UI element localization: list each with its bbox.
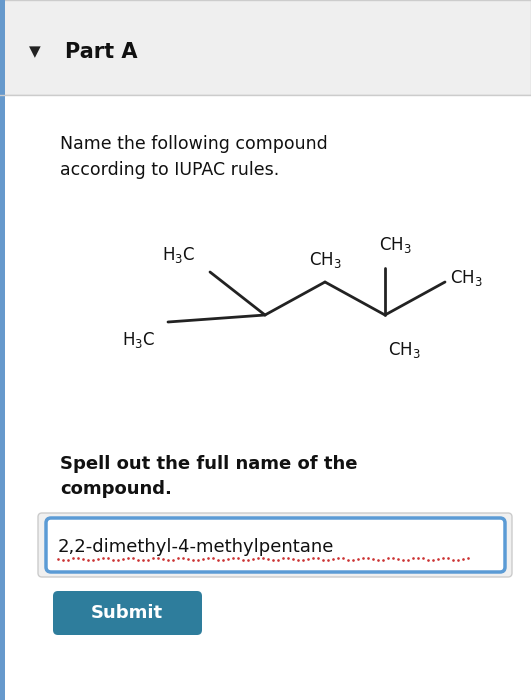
Text: 2,2-dimethyl-4-methylpentane: 2,2-dimethyl-4-methylpentane [58, 538, 335, 556]
Text: Spell out the full name of the
compound.: Spell out the full name of the compound. [60, 455, 357, 498]
Text: Name the following compound
according to IUPAC rules.: Name the following compound according to… [60, 135, 328, 179]
Text: Part A: Part A [65, 42, 138, 62]
Text: ▼: ▼ [29, 45, 41, 60]
Text: CH$_3$: CH$_3$ [388, 340, 421, 360]
FancyBboxPatch shape [38, 513, 512, 577]
FancyBboxPatch shape [53, 591, 202, 635]
FancyBboxPatch shape [46, 518, 505, 572]
Text: CH$_3$: CH$_3$ [450, 268, 483, 288]
Text: H$_3$C: H$_3$C [162, 245, 195, 265]
Text: Submit: Submit [91, 604, 163, 622]
Text: CH$_3$: CH$_3$ [379, 235, 412, 255]
Text: H$_3$C: H$_3$C [122, 330, 155, 350]
Bar [0, 0, 5, 700]
Bar [0, 0, 531, 95]
Text: CH$_3$: CH$_3$ [309, 250, 341, 270]
Bar [5, 95, 531, 700]
